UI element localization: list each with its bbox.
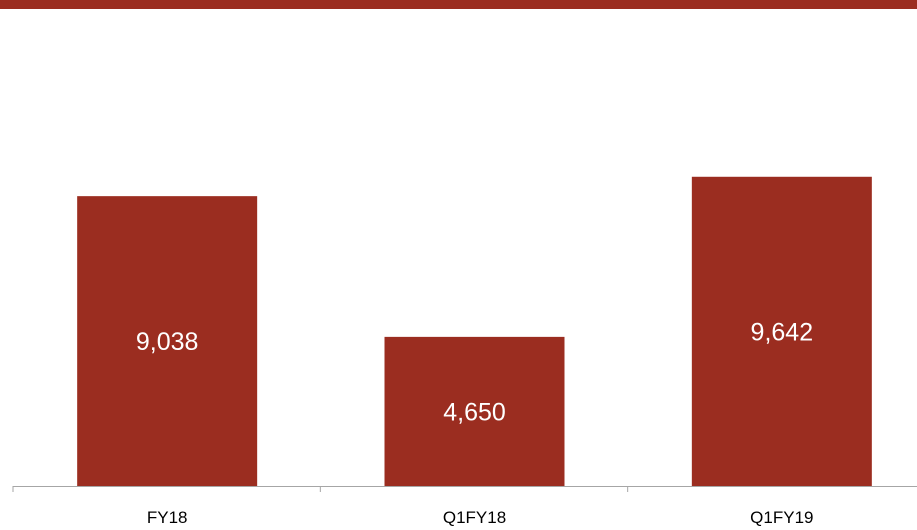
header-accent-bar [0, 0, 917, 9]
x-tick-label: Q1FY18 [443, 508, 506, 527]
bars-group [77, 176, 872, 486]
x-tick-label: Q1FY19 [750, 508, 813, 527]
bar-q1fy18 [384, 336, 565, 486]
bar-fy18 [77, 196, 258, 486]
data-label: 9,642 [751, 318, 814, 346]
data-label: 9,038 [136, 328, 199, 356]
x-axis [12, 486, 917, 492]
data-label: 4,650 [443, 398, 506, 426]
x-tick-label: FY18 [147, 508, 188, 527]
labels-group: 9,038 FY18 4,650 Q1FY18 9,642 Q1FY19 [136, 318, 814, 527]
bar-q1fy19 [691, 176, 872, 486]
